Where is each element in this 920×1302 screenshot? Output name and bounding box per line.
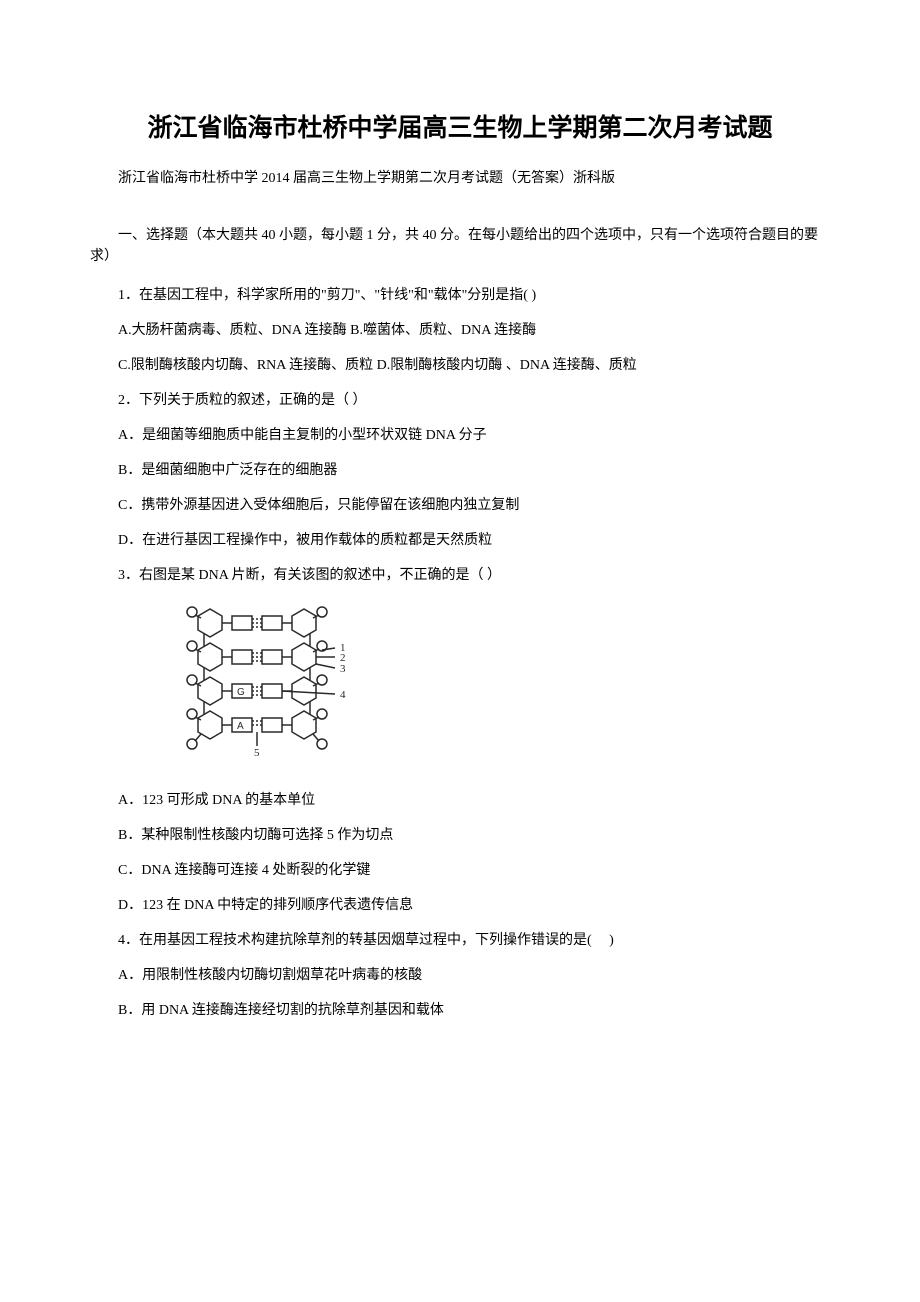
q3-option-b: B．某种限制性核酸内切酶可选择 5 作为切点 (90, 825, 830, 846)
q2-option-a: A．是细菌等细胞质中能自主复制的小型环状双链 DNA 分子 (90, 425, 830, 446)
section-heading: 一、选择题（本大题共 40 小题，每小题 1 分，共 40 分。在每小题给出的四… (90, 225, 830, 267)
subtitle: 浙江省临海市杜桥中学 2014 届高三生物上学期第二次月考试题（无答案）浙科版 (90, 168, 830, 189)
diagram-label-a: A (237, 721, 244, 732)
q2-option-d: D．在进行基因工程操作中，被用作载体的质粒都是天然质粒 (90, 530, 830, 551)
q3-option-c: C．DNA 连接酶可连接 4 处断裂的化学键 (90, 860, 830, 881)
q2-option-c: C．携带外源基因进入受体细胞后，只能停留在该细胞内独立复制 (90, 495, 830, 516)
diagram-label-g: G (237, 687, 245, 698)
q4-option-a: A．用限制性核酸内切酶切割烟草花叶病毒的核酸 (90, 965, 830, 986)
q3-stem: 3．右图是某 DNA 片断，有关该图的叙述中，不正确的是（ ） (90, 565, 830, 586)
q2-option-b: B．是细菌细胞中广泛存在的细胞器 (90, 460, 830, 481)
page-title: 浙江省临海市杜桥中学届高三生物上学期第二次月考试题 (90, 110, 830, 148)
q2-stem: 2．下列关于质粒的叙述，正确的是（ ） (90, 390, 830, 411)
q4-stem: 4．在用基因工程技术构建抗除草剂的转基因烟草过程中，下列操作错误的是( ) (90, 930, 830, 951)
dna-diagram: G A (90, 604, 830, 772)
diagram-num-3: 3 (340, 663, 346, 675)
diagram-num-4: 4 (340, 689, 346, 701)
q1-options-line1: A.大肠杆菌病毒、质粒、DNA 连接酶 B.噬菌体、质粒、DNA 连接酶 (90, 320, 830, 341)
q3-option-d: D．123 在 DNA 中特定的排列顺序代表遗传信息 (90, 895, 830, 916)
q1-stem: 1．在基因工程中，科学家所用的"剪刀"、"针线"和"载体"分别是指( ) (90, 285, 830, 306)
diagram-num-5: 5 (254, 747, 260, 759)
q1-options-line2: C.限制酶核酸内切酶、RNA 连接酶、质粒 D.限制酶核酸内切酶 、DNA 连接… (90, 355, 830, 376)
q4-option-b: B．用 DNA 连接酶连接经切割的抗除草剂基因和载体 (90, 1000, 830, 1021)
q3-option-a: A．123 可形成 DNA 的基本单位 (90, 790, 830, 811)
